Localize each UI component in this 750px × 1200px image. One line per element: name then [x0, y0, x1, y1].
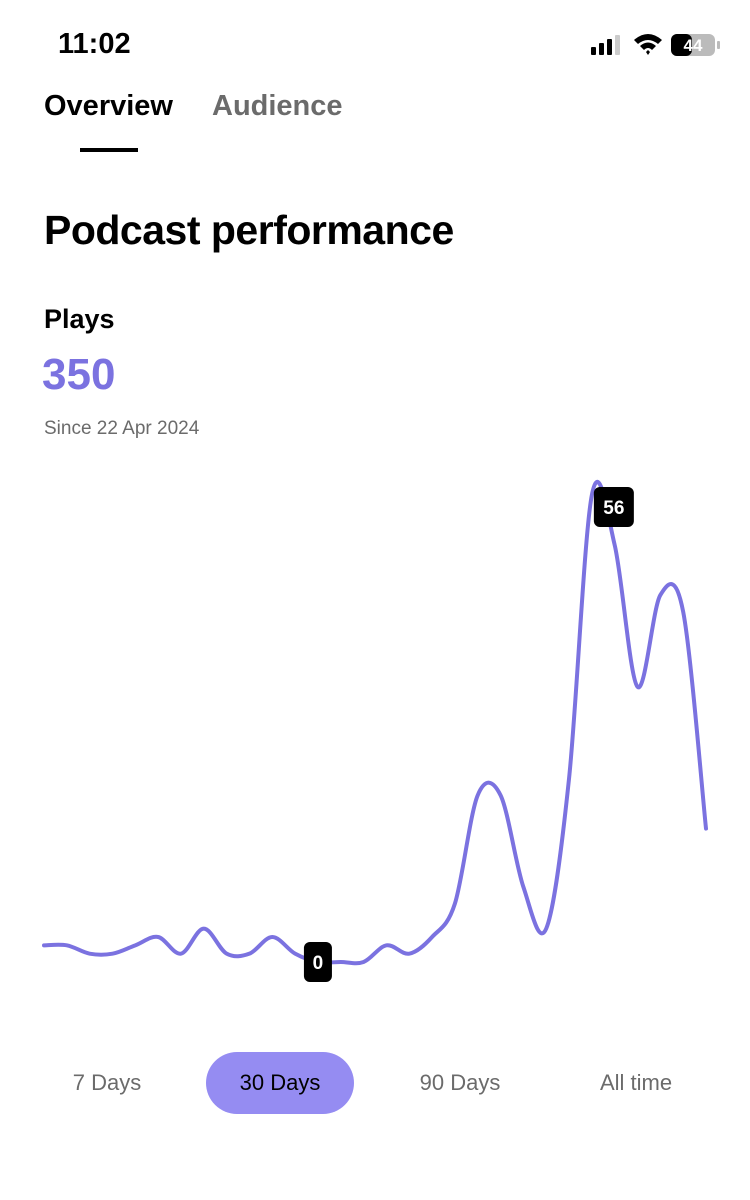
range-option[interactable]: All time [599, 1070, 673, 1095]
battery-level: 44 [684, 36, 703, 55]
status-time: 11:02 [58, 28, 131, 60]
status-icons: 44 [591, 34, 720, 56]
tab-overview[interactable]: Overview [44, 90, 173, 122]
value-label: 56 [603, 498, 624, 519]
value-label: 0 [313, 953, 324, 974]
metric-label: Plays [44, 304, 115, 334]
value-badge [593, 487, 634, 527]
value-badge [303, 942, 332, 982]
metric-value: 350 [42, 350, 116, 399]
tab-indicator [80, 148, 138, 152]
plays-line [42, 479, 708, 966]
chart: 56 0 [42, 479, 708, 982]
range-option[interactable]: 7 Days [72, 1070, 142, 1095]
metric-since: Since 22 Apr 2024 [44, 418, 200, 439]
page-title: Podcast performance [44, 207, 454, 253]
range-option[interactable]: 30 Days [206, 1052, 354, 1114]
tab-audience[interactable]: Audience [212, 90, 343, 122]
range-option[interactable]: 90 Days [419, 1070, 501, 1095]
